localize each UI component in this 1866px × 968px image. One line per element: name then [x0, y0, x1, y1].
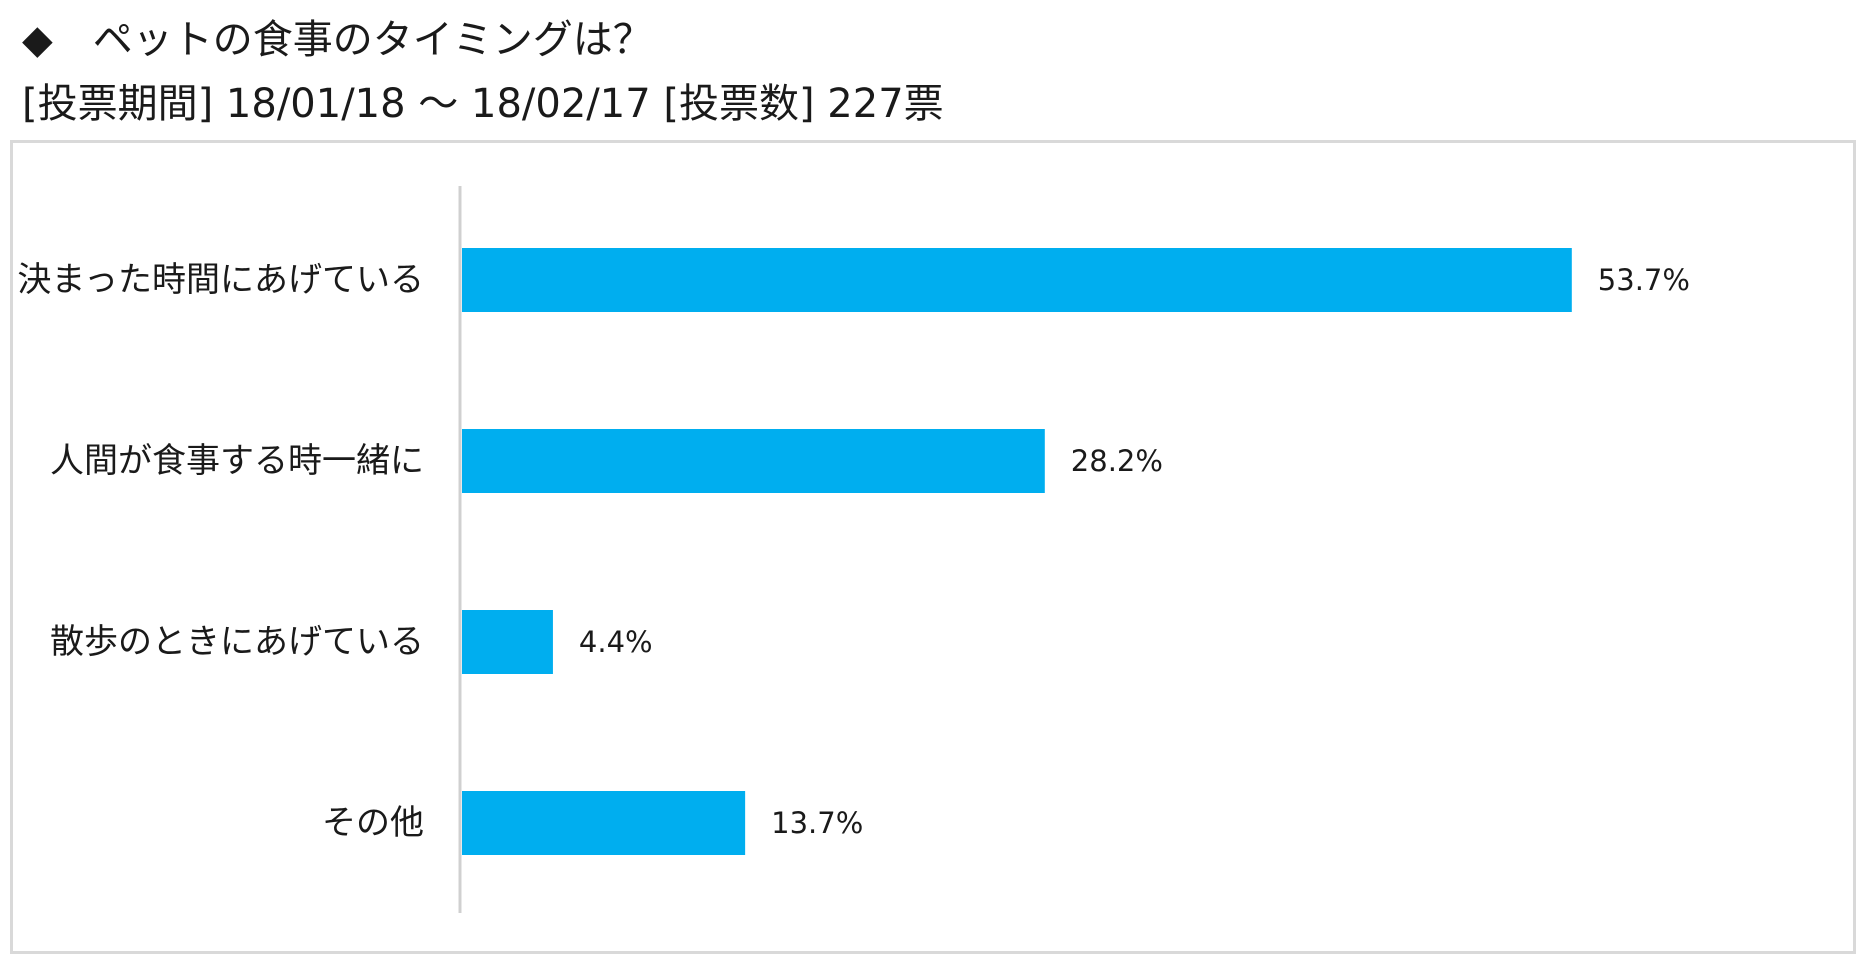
category-label: 散歩のときにあげている: [50, 622, 424, 662]
category-label: 決まった時間にあげている: [17, 260, 424, 300]
chart-frame: 決まった時間にあげている 53.7% 人間が食事する時一緒に 28.2% 散歩のときにあ…: [10, 140, 1856, 954]
value-label: 53.7%: [1598, 263, 1690, 297]
category-label: 人間が食事する時一緒に: [50, 441, 424, 481]
value-label: 13.7%: [771, 806, 863, 840]
bar-chart: 決まった時間にあげている 53.7% 人間が食事する時一緒に 28.2% 散歩のときにあ…: [17, 186, 1690, 913]
value-label: 4.4%: [579, 625, 653, 659]
bar: [462, 791, 746, 855]
bar: [462, 610, 553, 674]
bar: [462, 429, 1045, 493]
chart-subtitle: [投票期間] 18/01/18 ～ 18/02/17 [投票数] 227票: [22, 81, 944, 127]
value-label: 28.2%: [1071, 444, 1163, 478]
chart-title: ◆ ペットの食事のタイミングは？: [22, 17, 653, 63]
category-label: その他: [322, 803, 424, 843]
bar: [462, 248, 1572, 312]
